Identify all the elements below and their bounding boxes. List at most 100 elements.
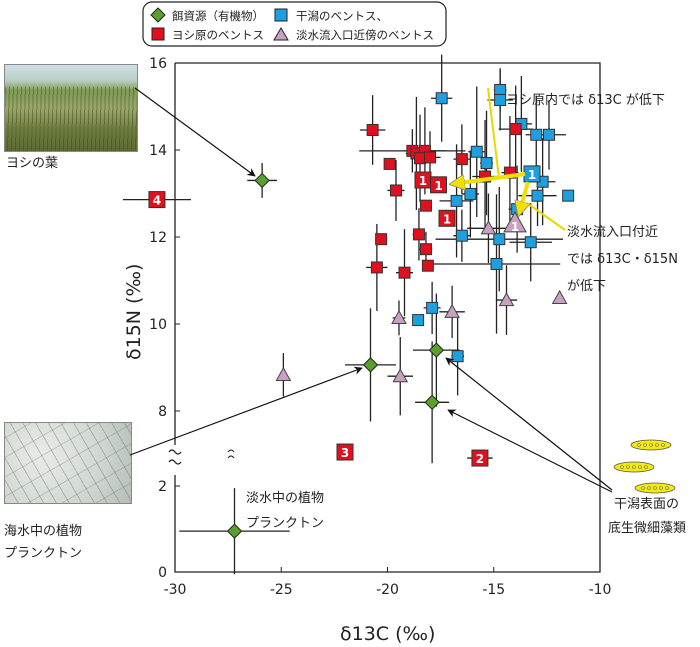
point-label: 1 — [528, 168, 536, 182]
food-source-point — [424, 394, 440, 411]
reedbed-benthos-point — [509, 123, 522, 136]
axis-break-icon — [168, 449, 182, 465]
chloroplast-icon — [653, 486, 657, 490]
legend-blue-square-icon — [274, 8, 288, 22]
legend-food: 餌資源（有機物） — [172, 9, 264, 23]
yellow-arrow-inlet — [519, 181, 528, 214]
y-tick-label: 10 — [149, 317, 167, 333]
tidalflat-benthos-point — [494, 93, 507, 106]
reedbed-benthos-point — [383, 157, 396, 170]
annotation-fresh-plankton-1: 淡水中の植物 — [246, 491, 324, 506]
annotation-microalgae-1: 干潟表面の — [614, 497, 679, 512]
reedbed-benthos-point — [503, 166, 516, 179]
tidalflat-benthos-point — [531, 189, 544, 202]
reed-zone-pointer-line — [487, 87, 500, 179]
y-tick-label: 8 — [158, 404, 167, 420]
x-tick-label: -10 — [589, 582, 612, 598]
reed-photo — [4, 64, 138, 152]
chloroplast-icon — [649, 443, 653, 447]
annotation-arrow — [445, 357, 613, 491]
x-tick-label: -30 — [164, 582, 187, 598]
food-source-point — [362, 357, 379, 373]
inlet-benthos-point — [480, 220, 497, 235]
inlet-benthos-point — [275, 366, 292, 381]
annotation-inlet-1: 淡水流入口付近 — [567, 225, 658, 240]
inlet-benthos-point — [392, 368, 409, 383]
chloroplast-icon — [620, 465, 624, 469]
inlet-benthos-point — [444, 303, 460, 318]
labeled-point-1 — [430, 176, 447, 194]
tidalflat-benthos-point — [455, 229, 468, 242]
y-tick-label: 0 — [158, 565, 167, 581]
labeled-point-4 — [148, 191, 166, 209]
reedbed-benthos-point — [419, 199, 432, 212]
legend-red-square-icon — [151, 27, 165, 41]
chloroplast-icon — [661, 443, 665, 447]
microalgae-cell-icon — [613, 461, 655, 473]
annotation-arrow — [447, 409, 613, 493]
inlet-benthos-point — [498, 292, 515, 307]
annotation-reed-zone: ヨシ原内では δ13C が低下 — [506, 92, 665, 108]
chloroplast-icon — [637, 443, 641, 447]
reedbed-benthos-point — [414, 152, 427, 165]
annotation-marine-plankton-2: プランクトン — [4, 546, 82, 561]
chloroplast-icon — [638, 465, 642, 469]
y-axis-label: δ15N (‰) — [123, 264, 145, 360]
tidalflat-benthos-point — [464, 187, 477, 200]
y-tick-label: 16 — [149, 56, 167, 72]
point-label: 1 — [511, 220, 519, 234]
legend-triangle-icon — [273, 27, 289, 41]
inlet-benthos-point — [391, 309, 407, 325]
legend-tidalflat: 干潟のベントス、 — [296, 9, 388, 23]
tidalflat-benthos-point — [426, 301, 439, 314]
food-source-point — [254, 172, 270, 189]
reedbed-benthos-point — [390, 184, 402, 197]
y-tick-label: 14 — [149, 143, 167, 159]
plankton-photo — [4, 422, 132, 504]
reedbed-benthos-point — [455, 153, 468, 166]
tidalflat-benthos-point — [494, 83, 507, 96]
annotation-inlet-2: では δ13C・δ15N — [567, 252, 678, 267]
tidalflat-benthos-point — [530, 128, 543, 141]
tidalflat-benthos-point — [470, 145, 483, 158]
annotation-reed-leaf: ヨシの葉 — [6, 156, 58, 171]
reedbed-benthos-point — [375, 233, 388, 246]
annotation-marine-plankton-1: 海水中の植物 — [4, 524, 82, 539]
reedbed-benthos-point — [421, 259, 434, 272]
legend-inlet: 淡水流入口近傍のベントス — [296, 28, 434, 42]
reedbed-benthos-point — [479, 170, 492, 183]
bar-break-icon — [227, 449, 235, 459]
point-label: 1 — [434, 179, 442, 193]
chloroplast-icon — [659, 486, 663, 490]
x-tick-label: -20 — [376, 582, 399, 598]
tidalflat-benthos-point — [562, 189, 575, 202]
chloroplast-icon — [655, 443, 659, 447]
reedbed-benthos-point — [370, 261, 383, 274]
tidalflat-benthos-point — [490, 257, 503, 270]
legend-reedbed: ヨシ原のベントス — [172, 28, 264, 42]
point-label: 1 — [443, 212, 451, 226]
tidalflat-benthos-point — [493, 233, 506, 246]
labeled-point-2 — [471, 449, 489, 467]
y-tick-label: 12 — [149, 230, 167, 246]
labeled-point-1 — [503, 211, 527, 233]
point-label: 4 — [153, 194, 161, 208]
y-tick-label: 2 — [158, 479, 167, 495]
chloroplast-icon — [641, 486, 645, 490]
annotation-arrow — [134, 87, 256, 177]
point-label: 1 — [419, 174, 427, 188]
reedbed-benthos-point — [424, 151, 436, 164]
annotation-fresh-plankton-2: プランクトン — [246, 516, 324, 531]
labeled-point-3 — [336, 443, 354, 461]
labeled-point-1 — [438, 209, 456, 227]
annotation-inlet-3: が低下 — [567, 279, 606, 294]
chloroplast-icon — [643, 443, 647, 447]
yellow-arrow-reed — [452, 172, 526, 184]
tidalflat-benthos-point — [435, 92, 448, 105]
microalgae-cell-icon — [630, 439, 672, 451]
chloroplast-icon — [626, 465, 630, 469]
legend: 餌資源（有機物） 干潟のベントス、 ヨシ原のベントス 淡水流入口近傍のベントス — [142, 1, 447, 47]
reedbed-benthos-point — [398, 266, 411, 279]
chloroplast-icon — [647, 486, 651, 490]
